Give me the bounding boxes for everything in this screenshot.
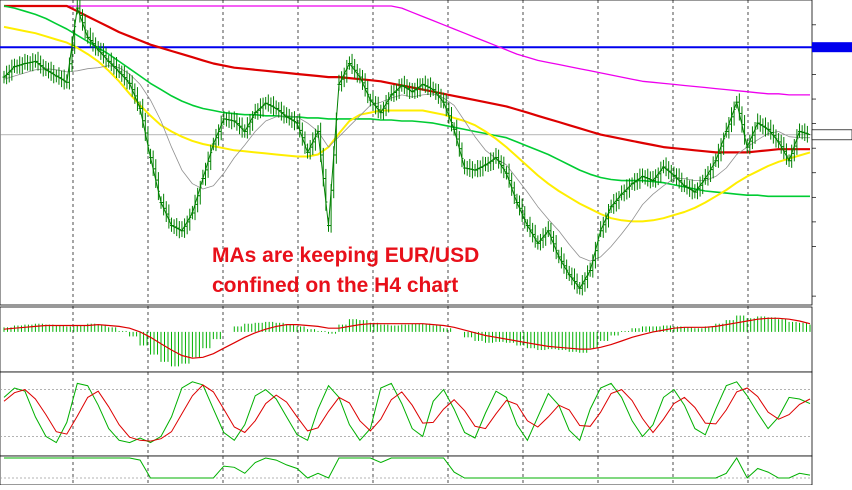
current-price-box: [811, 129, 852, 141]
macd-signal-line: [3, 317, 811, 359]
resistance-label-box: [812, 42, 852, 53]
rsi-line: [4, 457, 811, 479]
rsi-panel-frame: [0, 455, 813, 486]
macd-panel-frame: [0, 306, 813, 373]
series-ma800: [4, 5, 810, 96]
price-panel-frame: [0, 0, 813, 306]
series-ma100: [3, 5, 810, 198]
stoch-signal-line: [3, 384, 811, 442]
annotation-line-1: MAs are keeping EUR/USD: [212, 244, 479, 267]
stoch-main-line: [3, 381, 811, 444]
annotation-line-2: confined on the H4 chart: [212, 274, 458, 297]
series-price: [3, 7, 811, 290]
